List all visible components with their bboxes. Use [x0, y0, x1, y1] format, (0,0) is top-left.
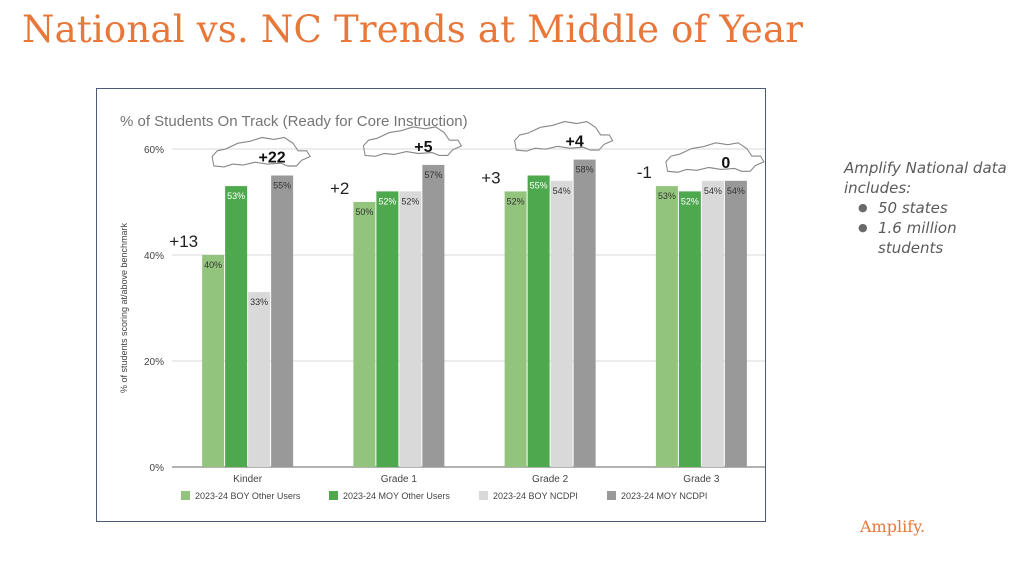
- amplify-logo: Amplify.: [860, 517, 926, 536]
- bar-data-label: 55%: [273, 181, 291, 191]
- x-tick-label: Grade 3: [683, 474, 720, 485]
- chart-frame: % of Students On Track (Ready for Core I…: [96, 88, 766, 522]
- legend-swatch: [181, 491, 190, 500]
- bar: [678, 191, 701, 467]
- national-change-label: +2: [330, 179, 349, 198]
- north-carolina-outline-icon: [211, 136, 311, 168]
- x-tick-label: Grade 2: [532, 474, 569, 485]
- y-tick-label: 20%: [144, 357, 164, 368]
- bar: [655, 186, 678, 467]
- bar: [724, 180, 747, 468]
- page-title: National vs. NC Trends at Middle of Year: [22, 8, 804, 51]
- legend-label: 2023-24 MOY Other Users: [343, 491, 450, 501]
- bar: [701, 180, 724, 468]
- bar: [376, 191, 399, 467]
- national-change-label: +13: [169, 232, 198, 251]
- bar-data-label: 55%: [530, 181, 548, 191]
- nc-change-label: +4: [566, 134, 584, 151]
- bar: [202, 255, 225, 467]
- bar: [504, 191, 527, 467]
- nc-change-label: 0: [721, 155, 730, 172]
- bar-data-label: 33%: [250, 297, 268, 307]
- y-tick-label: 60%: [144, 145, 164, 156]
- bar-data-label: 52%: [507, 196, 525, 206]
- bar: [271, 175, 294, 467]
- legend-swatch: [329, 491, 338, 500]
- nc-change-label: +5: [414, 139, 432, 156]
- bar: [573, 159, 596, 467]
- bar: [248, 292, 271, 467]
- side-note-item: 1.6 million students: [858, 218, 1014, 258]
- bar-data-label: 52%: [681, 196, 699, 206]
- legend-label: 2023-24 MOY NCDPI: [621, 491, 707, 501]
- bar-data-label: 52%: [401, 196, 419, 206]
- bar: [422, 164, 445, 467]
- national-change-label: +3: [481, 168, 500, 187]
- x-tick-label: Kinder: [233, 474, 263, 485]
- y-tick-label: 40%: [144, 251, 164, 262]
- legend-label: 2023-24 BOY NCDPI: [493, 491, 578, 501]
- side-note-list: 50 states 1.6 million students: [844, 198, 1014, 258]
- bar-data-label: 53%: [227, 191, 245, 201]
- bar-data-label: 50%: [355, 207, 373, 217]
- chart-title: % of Students On Track (Ready for Core I…: [120, 113, 468, 130]
- bar-data-label: 54%: [553, 186, 571, 196]
- bar-data-label: 58%: [576, 165, 594, 175]
- bar-data-label: 52%: [378, 196, 396, 206]
- north-carolina-outline-icon: [665, 142, 765, 173]
- legend-label: 2023-24 BOY Other Users: [195, 491, 301, 501]
- bar-chart: % of Students On Track (Ready for Core I…: [119, 113, 765, 501]
- bar-data-label: 40%: [204, 260, 222, 270]
- y-axis-label: % of students scoring at/above benchmark: [119, 222, 129, 393]
- bar: [225, 186, 248, 467]
- side-note-item: 50 states: [858, 198, 1014, 218]
- side-note-heading: Amplify National data includes:: [844, 159, 1007, 197]
- bar: [550, 180, 573, 468]
- north-carolina-outline-icon: [362, 126, 463, 157]
- bar: [399, 191, 422, 467]
- national-change-label: -1: [637, 163, 652, 182]
- nc-change-label: +22: [259, 150, 286, 167]
- bar: [353, 202, 376, 467]
- bar-data-label: 57%: [424, 170, 442, 180]
- bar-data-label: 54%: [727, 186, 745, 196]
- y-tick-label: 0%: [150, 463, 165, 474]
- north-carolina-outline-icon: [514, 121, 614, 152]
- legend-swatch: [607, 491, 616, 500]
- side-note: Amplify National data includes: 50 state…: [844, 158, 1014, 258]
- bar-data-label: 53%: [658, 191, 676, 201]
- bar-data-label: 54%: [704, 186, 722, 196]
- bar: [527, 175, 550, 467]
- x-tick-label: Grade 1: [381, 474, 418, 485]
- legend-swatch: [479, 491, 488, 500]
